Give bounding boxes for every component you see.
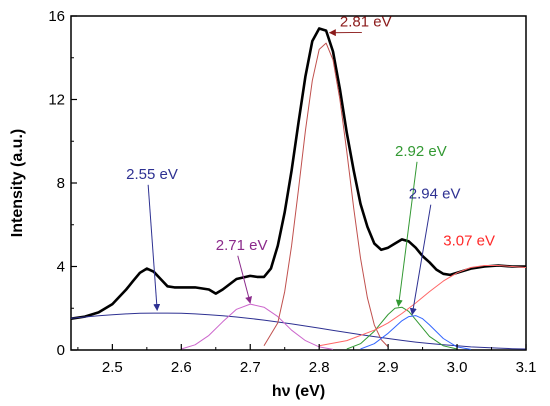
plot-frame	[70, 15, 527, 351]
x-tick-label: 2.8	[309, 359, 330, 376]
annotation-arrow	[409, 204, 432, 316]
x-tick-label: 2.6	[171, 359, 192, 376]
y-axis-label: Intensity (a.u.)	[9, 129, 26, 237]
curves	[70, 27, 527, 350]
series-line-peak-2	[181, 303, 334, 350]
y-tick-label: 0	[57, 342, 65, 359]
y-tick-label: 8	[57, 175, 65, 192]
plot-area	[70, 15, 527, 351]
x-tick-label: 3.0	[447, 359, 468, 376]
x-tick-label: 3.1	[516, 359, 537, 376]
annotation-arrow	[237, 255, 253, 304]
annotation-label: 2.71 eV	[216, 237, 268, 254]
annotation-label: 2.81 eV	[340, 13, 392, 30]
annotation-arrow	[147, 184, 161, 312]
series-line-peak-5	[360, 315, 471, 350]
series-line-peak-6	[319, 265, 527, 347]
series-line-peak-3	[263, 42, 389, 348]
annotation-label: 2.55 eV	[126, 166, 178, 183]
annotations: 2.55 eV 2.71 eV 2.81 eV 2.92 eV 2.94 eV 3.07 …	[126, 13, 495, 316]
annotation-arrow	[395, 161, 418, 307]
axes: 2.5 2.6 2.7 2.8 2.9 3.0 3.1 0 4 8 12 16	[48, 8, 536, 376]
y-tick-label: 16	[48, 8, 65, 25]
y-tick-label: 4	[57, 259, 65, 276]
series-line-total	[70, 27, 526, 320]
x-tick-label: 2.9	[378, 359, 399, 376]
x-tick-label: 2.5	[102, 359, 123, 376]
annotation-label: 2.92 eV	[395, 143, 447, 160]
x-axis-label: hν (eV)	[272, 383, 325, 400]
annotation-label: 3.07 eV	[443, 233, 495, 250]
annotation-label: 2.94 eV	[409, 186, 461, 203]
series-line-peak-1	[70, 312, 527, 350]
x-tick-label: 2.7	[240, 359, 261, 376]
series-line-peak-4	[346, 306, 458, 350]
y-tick-label: 12	[48, 92, 65, 109]
